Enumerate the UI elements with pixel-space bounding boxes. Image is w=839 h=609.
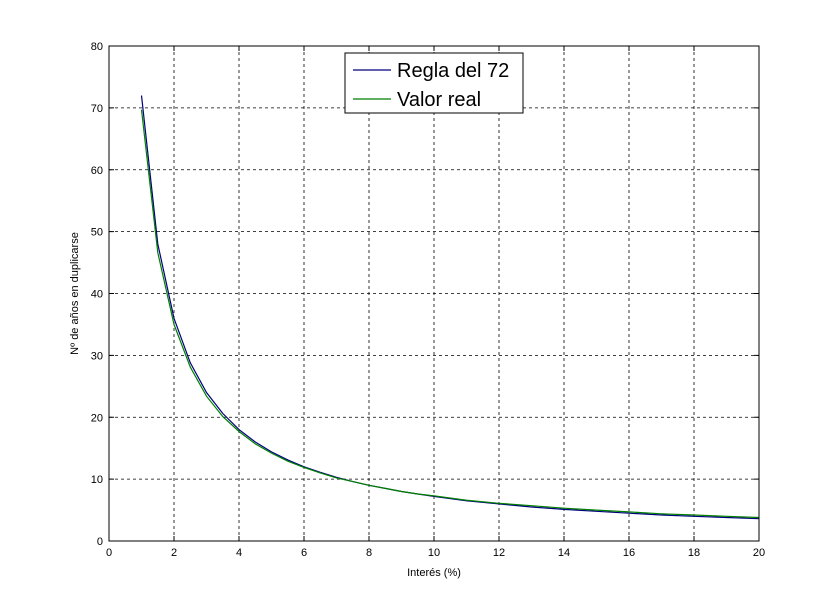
legend-entry-label: Valor real (397, 89, 481, 111)
grid (109, 46, 759, 541)
y-axis-label: Nº de años en duplicarse (69, 232, 81, 355)
series-layer (140, 95, 760, 520)
x-tick-label: 18 (688, 547, 700, 559)
y-tick-label: 10 (91, 474, 103, 486)
x-axis-label: Interés (%) (407, 567, 461, 579)
x-tick-label: 20 (753, 547, 765, 559)
y-tick-label: 70 (91, 103, 103, 115)
legend-entry-label: Regla del 72 (397, 60, 509, 82)
y-tick-label: 30 (91, 350, 103, 362)
x-tick-label: 0 (106, 547, 112, 559)
x-tick-label: 8 (366, 547, 372, 559)
y-tick-label: 80 (91, 41, 103, 53)
legend-box (344, 52, 524, 114)
series-line-valor-real (140, 109, 760, 519)
y-tick-label: 0 (97, 536, 103, 548)
y-tick-label: 40 (91, 289, 103, 301)
x-tick-label: 12 (493, 547, 505, 559)
y-tick-label: 20 (91, 412, 103, 424)
x-tick-label: 14 (558, 547, 570, 559)
x-tick-label: 16 (623, 547, 635, 559)
x-tick-label: 6 (301, 547, 307, 559)
legend: Regla del 72 Valor real (344, 52, 524, 114)
y-tick-label: 50 (91, 227, 103, 239)
plot-area: 0 2 4 6 8 10 12 14 16 18 20 0 10 20 30 40 50 60 70 80 (91, 41, 765, 559)
ticks: 0 2 4 6 8 10 12 14 16 18 20 0 10 20 30 40 50 60 70 80 (91, 41, 765, 559)
x-tick-label: 2 (171, 547, 177, 559)
x-tick-label: 10 (428, 547, 440, 559)
y-tick-label: 60 (91, 165, 103, 177)
x-tick-label: 4 (236, 547, 242, 559)
